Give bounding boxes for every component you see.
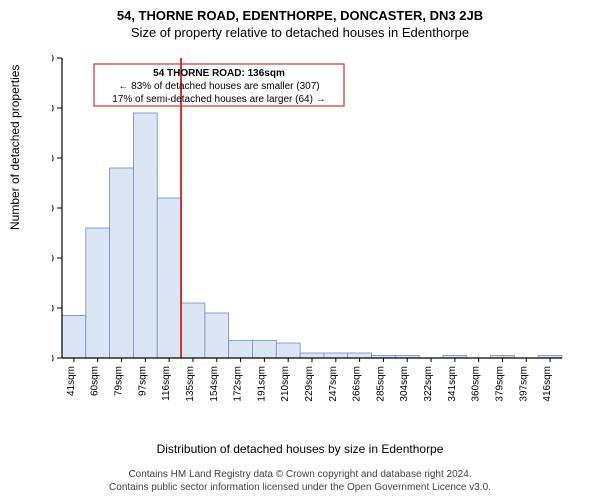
svg-text:379sqm: 379sqm: [494, 366, 505, 402]
svg-text:79sqm: 79sqm: [114, 366, 125, 396]
svg-text:97sqm: 97sqm: [137, 366, 148, 396]
page-title-address: 54, THORNE ROAD, EDENTHORPE, DONCASTER, …: [0, 0, 600, 23]
x-axis-label: Distribution of detached houses by size …: [0, 442, 600, 456]
svg-text:191sqm: 191sqm: [256, 366, 267, 402]
svg-text:172sqm: 172sqm: [233, 366, 244, 402]
bar: [300, 353, 324, 358]
bar: [62, 316, 86, 359]
histogram-svg: 0 20 40 60 80 100 120 41sqm 60sqm 79sqm 97sqm 116sq…: [52, 48, 572, 418]
annotation-line1: 54 THORNE ROAD: 136sqm: [153, 68, 285, 79]
bar: [252, 341, 276, 359]
bar: [157, 198, 181, 358]
svg-text:116sqm: 116sqm: [161, 366, 172, 401]
bar: [205, 313, 229, 358]
svg-text:60: 60: [52, 203, 54, 215]
svg-text:416sqm: 416sqm: [542, 366, 553, 402]
bar: [86, 228, 110, 358]
bar: [324, 353, 348, 358]
bar: [229, 341, 253, 359]
svg-text:41sqm: 41sqm: [66, 366, 77, 396]
footer-attribution: Contains HM Land Registry data © Crown c…: [0, 468, 600, 494]
bar: [110, 168, 134, 358]
svg-text:154sqm: 154sqm: [209, 366, 220, 402]
bar: [276, 343, 300, 358]
svg-text:135sqm: 135sqm: [185, 366, 196, 402]
svg-text:304sqm: 304sqm: [399, 366, 410, 402]
svg-text:60sqm: 60sqm: [90, 366, 101, 396]
bar: [348, 353, 372, 358]
svg-text:266sqm: 266sqm: [352, 366, 363, 402]
svg-text:285sqm: 285sqm: [375, 366, 386, 402]
footer-line1: Contains HM Land Registry data © Crown c…: [0, 468, 600, 481]
chart-container: 54, THORNE ROAD, EDENTHORPE, DONCASTER, …: [0, 0, 600, 500]
svg-text:247sqm: 247sqm: [328, 366, 339, 402]
bar: [181, 303, 205, 358]
plot-area: 0 20 40 60 80 100 120 41sqm 60sqm 79sqm 97sqm 116sq…: [52, 48, 572, 418]
svg-text:341sqm: 341sqm: [447, 366, 458, 402]
svg-text:210sqm: 210sqm: [280, 366, 291, 402]
svg-text:40: 40: [52, 253, 54, 265]
svg-text:0: 0: [52, 353, 54, 365]
svg-text:229sqm: 229sqm: [304, 366, 315, 402]
svg-text:322sqm: 322sqm: [423, 366, 434, 402]
page-title-sub: Size of property relative to detached ho…: [0, 23, 600, 44]
svg-text:120: 120: [52, 53, 54, 65]
annotation-line2: ← 83% of detached houses are smaller (30…: [118, 81, 319, 92]
annotation-line3: 17% of semi-detached houses are larger (…: [112, 94, 325, 105]
bar: [133, 113, 157, 358]
footer-line2: Contains public sector information licen…: [0, 481, 600, 494]
svg-text:360sqm: 360sqm: [471, 366, 482, 402]
svg-text:100: 100: [52, 103, 54, 115]
svg-text:397sqm: 397sqm: [518, 366, 529, 402]
y-axis-label: Number of detached properties: [8, 65, 22, 230]
svg-text:80: 80: [52, 153, 54, 165]
svg-text:20: 20: [52, 303, 54, 315]
